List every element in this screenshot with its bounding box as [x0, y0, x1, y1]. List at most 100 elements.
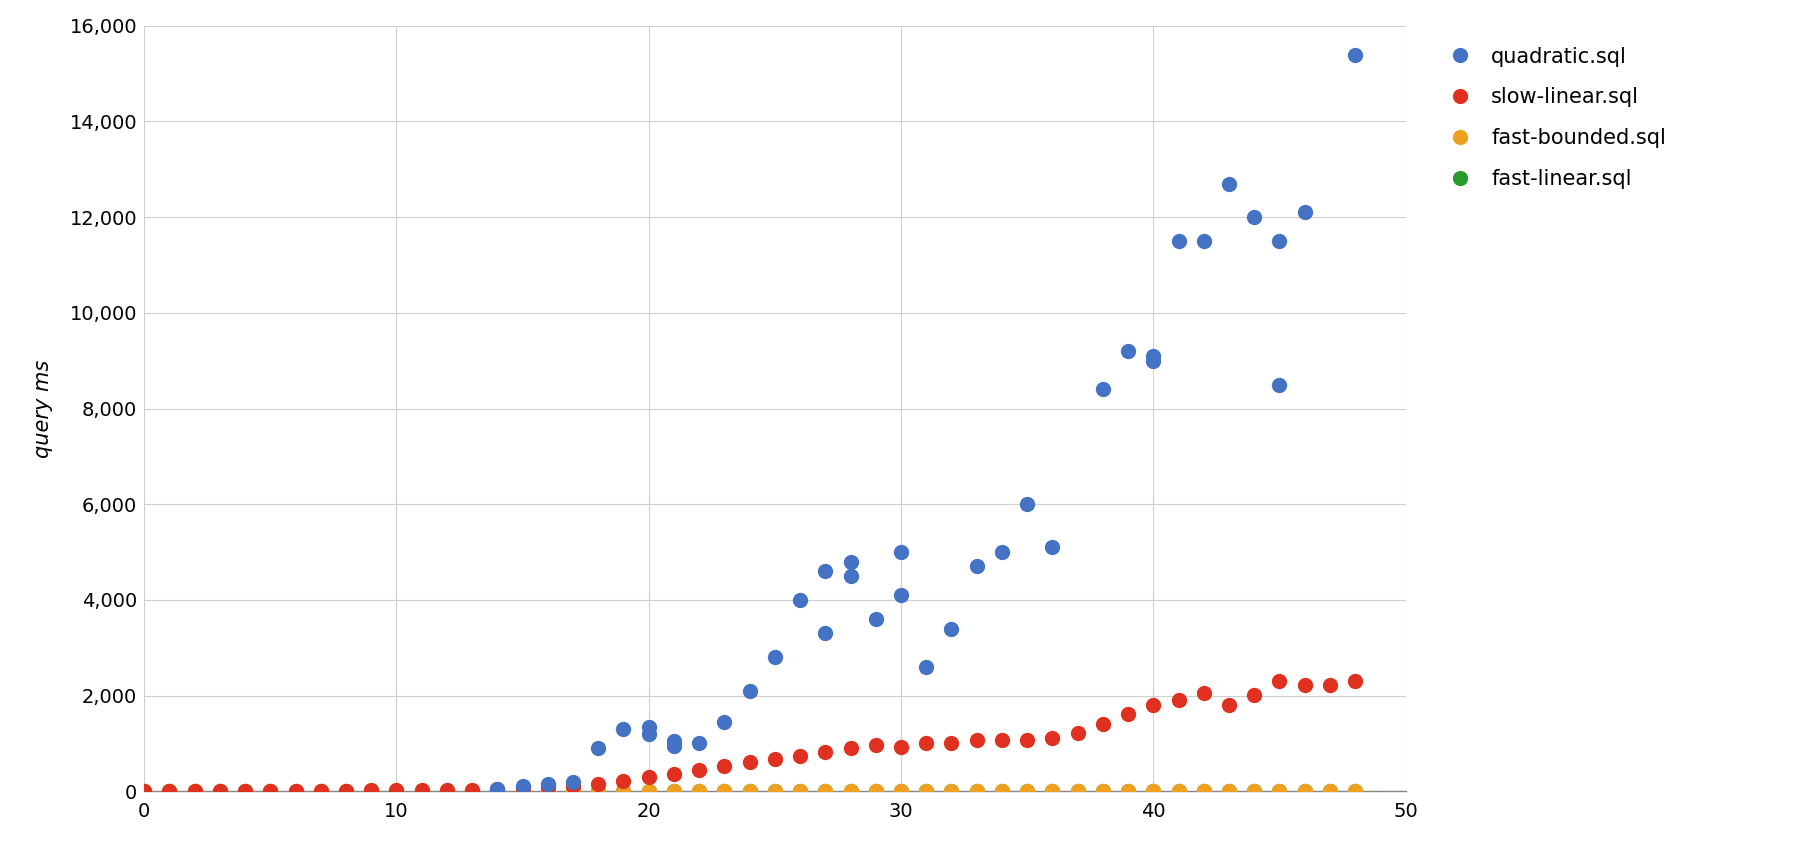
- slow-linear.sql: [508, 782, 537, 796]
- fast-bounded.sql: [811, 783, 840, 797]
- fast-bounded.sql: [130, 784, 159, 798]
- fast-bounded.sql: [1063, 783, 1092, 797]
- fast-linear.sql: [1240, 784, 1269, 798]
- quadratic.sql: [634, 727, 663, 740]
- fast-linear.sql: [912, 784, 941, 798]
- quadratic.sql: [1139, 349, 1168, 363]
- fast-linear.sql: [483, 784, 512, 798]
- slow-linear.sql: [735, 756, 764, 770]
- fast-bounded.sql: [710, 784, 739, 798]
- fast-bounded.sql: [1164, 783, 1193, 797]
- fast-linear.sql: [1315, 784, 1344, 798]
- slow-linear.sql: [786, 749, 815, 763]
- fast-linear.sql: [1189, 784, 1218, 798]
- slow-linear.sql: [634, 770, 663, 783]
- fast-bounded.sql: [231, 784, 259, 798]
- quadratic.sql: [811, 626, 840, 640]
- quadratic.sql: [1038, 540, 1067, 554]
- fast-linear.sql: [155, 784, 184, 798]
- fast-bounded.sql: [533, 784, 562, 798]
- fast-linear.sql: [1038, 784, 1067, 798]
- slow-linear.sql: [180, 784, 209, 798]
- slow-linear.sql: [861, 739, 890, 752]
- slow-linear.sql: [1215, 697, 1243, 711]
- fast-linear.sql: [180, 784, 209, 798]
- slow-linear.sql: [1088, 717, 1117, 731]
- fast-bounded.sql: [685, 784, 714, 798]
- fast-linear.sql: [811, 784, 840, 798]
- fast-bounded.sql: [1139, 783, 1168, 797]
- slow-linear.sql: [332, 783, 360, 797]
- quadratic.sql: [1240, 211, 1269, 224]
- slow-linear.sql: [306, 783, 335, 797]
- slow-linear.sql: [1063, 727, 1092, 740]
- fast-bounded.sql: [887, 783, 915, 797]
- fast-bounded.sql: [256, 784, 285, 798]
- slow-linear.sql: [281, 784, 310, 798]
- fast-linear.sql: [887, 784, 915, 798]
- slow-linear.sql: [685, 764, 714, 777]
- fast-linear.sql: [710, 784, 739, 798]
- quadratic.sql: [1189, 234, 1218, 248]
- quadratic.sql: [962, 560, 991, 574]
- fast-linear.sql: [231, 784, 259, 798]
- fast-bounded.sql: [483, 784, 512, 798]
- fast-bounded.sql: [281, 784, 310, 798]
- Y-axis label: query ms: query ms: [32, 359, 52, 458]
- fast-bounded.sql: [760, 784, 789, 798]
- quadratic.sql: [1265, 234, 1294, 248]
- quadratic.sql: [887, 545, 915, 559]
- quadratic.sql: [836, 555, 865, 568]
- slow-linear.sql: [1189, 685, 1218, 699]
- slow-linear.sql: [836, 741, 865, 755]
- fast-linear.sql: [432, 784, 461, 798]
- fast-bounded.sql: [861, 783, 890, 797]
- slow-linear.sql: [256, 784, 285, 798]
- fast-linear.sql: [1088, 784, 1117, 798]
- quadratic.sql: [559, 775, 587, 789]
- fast-bounded.sql: [458, 784, 487, 798]
- fast-linear.sql: [1139, 784, 1168, 798]
- quadratic.sql: [584, 741, 613, 755]
- fast-linear.sql: [533, 784, 562, 798]
- fast-bounded.sql: [559, 784, 587, 798]
- fast-bounded.sql: [1189, 783, 1218, 797]
- quadratic.sql: [508, 779, 537, 793]
- fast-linear.sql: [407, 784, 436, 798]
- fast-linear.sql: [1013, 784, 1042, 798]
- Legend: quadratic.sql, slow-linear.sql, fast-bounded.sql, fast-linear.sql: quadratic.sql, slow-linear.sql, fast-bou…: [1429, 36, 1676, 200]
- fast-linear.sql: [660, 784, 688, 798]
- fast-bounded.sql: [584, 784, 613, 798]
- fast-bounded.sql: [357, 784, 386, 798]
- fast-bounded.sql: [1088, 783, 1117, 797]
- quadratic.sql: [760, 650, 789, 664]
- fast-bounded.sql: [432, 784, 461, 798]
- quadratic.sql: [710, 715, 739, 728]
- fast-bounded.sql: [735, 784, 764, 798]
- fast-bounded.sql: [382, 784, 411, 798]
- quadratic.sql: [660, 739, 688, 752]
- slow-linear.sql: [710, 759, 739, 773]
- fast-linear.sql: [256, 784, 285, 798]
- quadratic.sql: [1139, 353, 1168, 367]
- fast-linear.sql: [306, 784, 335, 798]
- quadratic.sql: [634, 720, 663, 734]
- quadratic.sql: [735, 684, 764, 697]
- fast-bounded.sql: [836, 783, 865, 797]
- fast-linear.sql: [584, 784, 613, 798]
- quadratic.sql: [1290, 206, 1319, 219]
- slow-linear.sql: [1038, 731, 1067, 745]
- quadratic.sql: [1013, 497, 1042, 511]
- slow-linear.sql: [559, 779, 587, 793]
- fast-linear.sql: [281, 784, 310, 798]
- slow-linear.sql: [987, 734, 1016, 747]
- quadratic.sql: [685, 736, 714, 750]
- fast-linear.sql: [332, 784, 360, 798]
- fast-linear.sql: [735, 784, 764, 798]
- fast-linear.sql: [205, 784, 234, 798]
- fast-bounded.sql: [1290, 783, 1319, 797]
- fast-bounded.sql: [1265, 783, 1294, 797]
- quadratic.sql: [483, 782, 512, 796]
- slow-linear.sql: [155, 784, 184, 798]
- fast-bounded.sql: [407, 784, 436, 798]
